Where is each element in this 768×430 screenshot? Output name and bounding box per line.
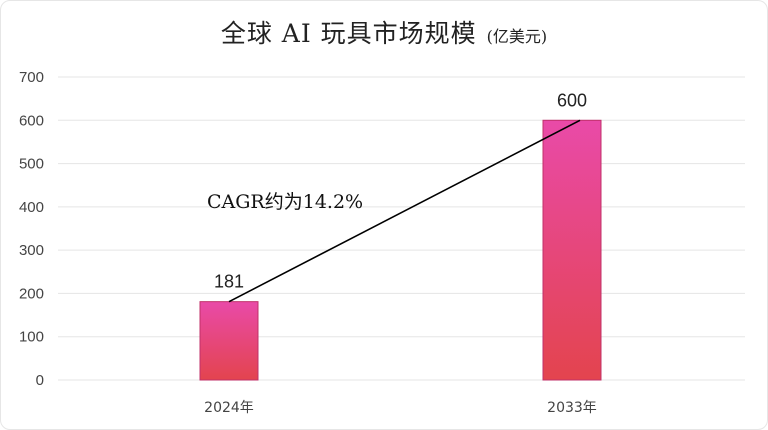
gridlines [58,76,745,381]
y-tick-label: 200 [19,285,44,302]
bar [199,301,259,381]
data-label: 181 [214,272,244,292]
y-tick-label: 500 [19,156,44,173]
x-tick-label: 2024年 [204,400,254,416]
chart-subtitle: (亿美元) [486,27,548,46]
y-tick-label: 100 [19,329,44,346]
data-label: 600 [557,90,587,110]
cagr-annotation: CAGR约为14.2% [207,191,363,213]
y-tick-label: 600 [19,112,44,129]
bar [542,119,602,381]
y-tick-label: 400 [19,199,44,216]
chart-title-block: 全球 AI 玩具市场规模 (亿美元) [0,14,768,50]
y-tick-label: 0 [36,372,44,389]
chart-title: 全球 AI 玩具市场规模 [220,19,477,48]
data-labels: 181 600 [214,90,587,291]
y-tick-label: 700 [19,69,44,86]
annotation: CAGR约为14.2% [207,119,581,303]
trend-line [228,119,581,303]
x-tick-label: 2033年 [547,400,597,416]
y-tick-label: 300 [19,242,44,259]
bars [199,119,602,381]
x-axis-ticks: 2024年 2033年 [204,400,597,416]
y-axis-ticks: 0 100 200 300 400 500 600 700 [19,69,44,389]
